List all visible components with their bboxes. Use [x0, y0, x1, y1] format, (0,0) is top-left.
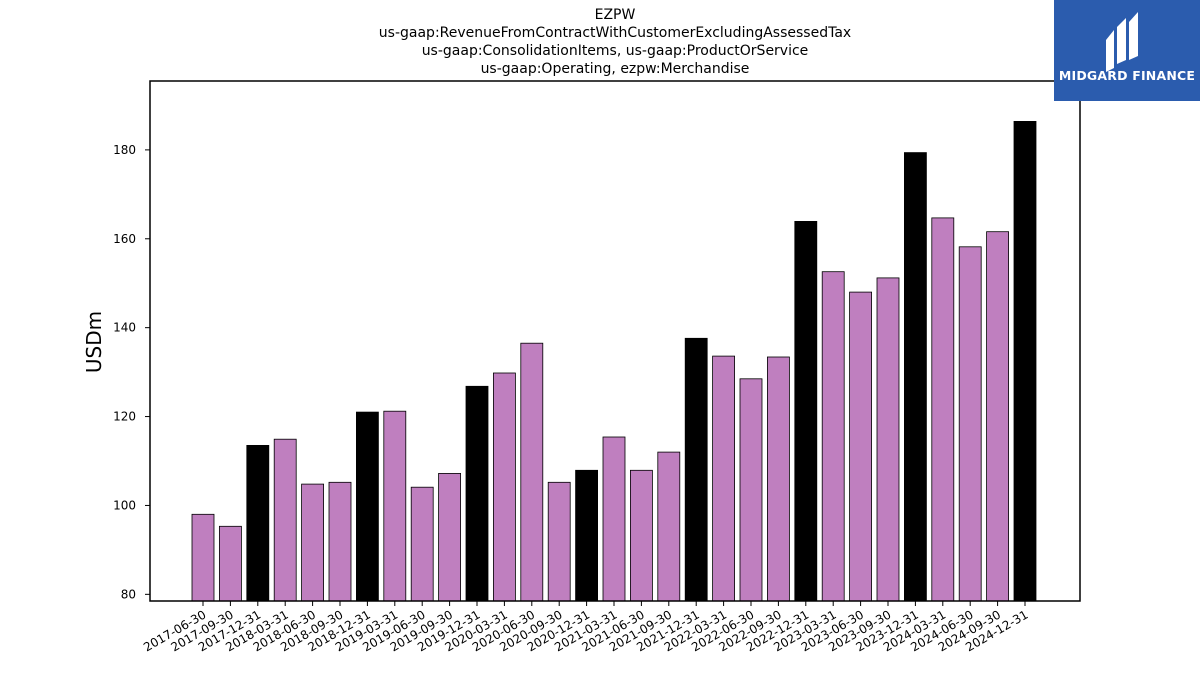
bar-2022-06-30: [739, 378, 763, 602]
chart-title: EZPW us-gaap:RevenueFromContractWithCust…: [150, 6, 1080, 78]
bar-2020-06-30: [520, 342, 544, 602]
bar-2019-12-31: [465, 385, 489, 602]
chart-title-line-2: us-gaap:RevenueFromContractWithCustomerE…: [378, 25, 852, 41]
midgard-finance-logo: MIDGARD FINANCE: [1054, 0, 1200, 101]
chart-title-line-4: us-gaap:Operating, ezpw:Merchandise: [480, 61, 750, 77]
plot-frame: [149, 80, 1081, 602]
bar-2021-06-30: [630, 469, 653, 602]
y-tick-label: 160: [113, 232, 136, 246]
chart-title-line-1: EZPW: [594, 7, 636, 23]
bar-2024-03-31: [931, 217, 955, 602]
bar-2021-03-31: [602, 436, 626, 602]
axes-group: 2017-06-302017-09-302017-12-312018-03-31…: [113, 80, 1081, 654]
bar-2018-06-30: [301, 483, 325, 602]
y-tick-label: 140: [113, 321, 136, 335]
bar-2018-09-30: [328, 481, 352, 602]
bar-2021-12-31: [684, 337, 708, 602]
bar-2020-09-30: [547, 481, 571, 602]
y-tick-label: 100: [113, 498, 136, 512]
bar-2018-03-31: [273, 438, 297, 602]
bar-2022-03-31: [712, 355, 735, 602]
logo-mark-icon: [1054, 0, 1200, 101]
bar-2017-06-30: [191, 513, 215, 602]
bars-group: [191, 121, 1037, 602]
y-axis-label: USDm: [82, 311, 106, 373]
bar-2020-12-31: [575, 469, 598, 602]
chart-title-line-3: us-gaap:ConsolidationItems, us-gaap:Prod…: [421, 43, 809, 59]
logo-text: MIDGARD FINANCE: [1058, 68, 1196, 83]
bar-2019-03-31: [383, 410, 407, 602]
bar-2017-12-31: [246, 444, 270, 602]
bar-2022-12-31: [794, 220, 818, 602]
bar-2023-09-30: [876, 277, 900, 602]
bar-2023-06-30: [849, 291, 872, 602]
y-tick-label: 180: [113, 143, 136, 157]
bar-2018-12-31: [355, 411, 379, 602]
bar-2023-03-31: [821, 271, 845, 602]
bar-2023-12-31: [904, 152, 927, 602]
bar-2024-06-30: [958, 246, 982, 602]
bar-2019-06-30: [410, 486, 434, 602]
bar-2024-09-30: [986, 231, 1009, 602]
bar-2020-03-31: [492, 372, 516, 602]
bar-2019-09-30: [438, 472, 462, 602]
bar-2022-09-30: [767, 356, 790, 602]
bar-2017-09-30: [218, 525, 242, 602]
y-tick-label: 80: [121, 587, 136, 601]
bar-2024-12-31: [1013, 121, 1037, 602]
bar-2021-09-30: [657, 451, 681, 602]
y-tick-label: 120: [113, 410, 136, 424]
